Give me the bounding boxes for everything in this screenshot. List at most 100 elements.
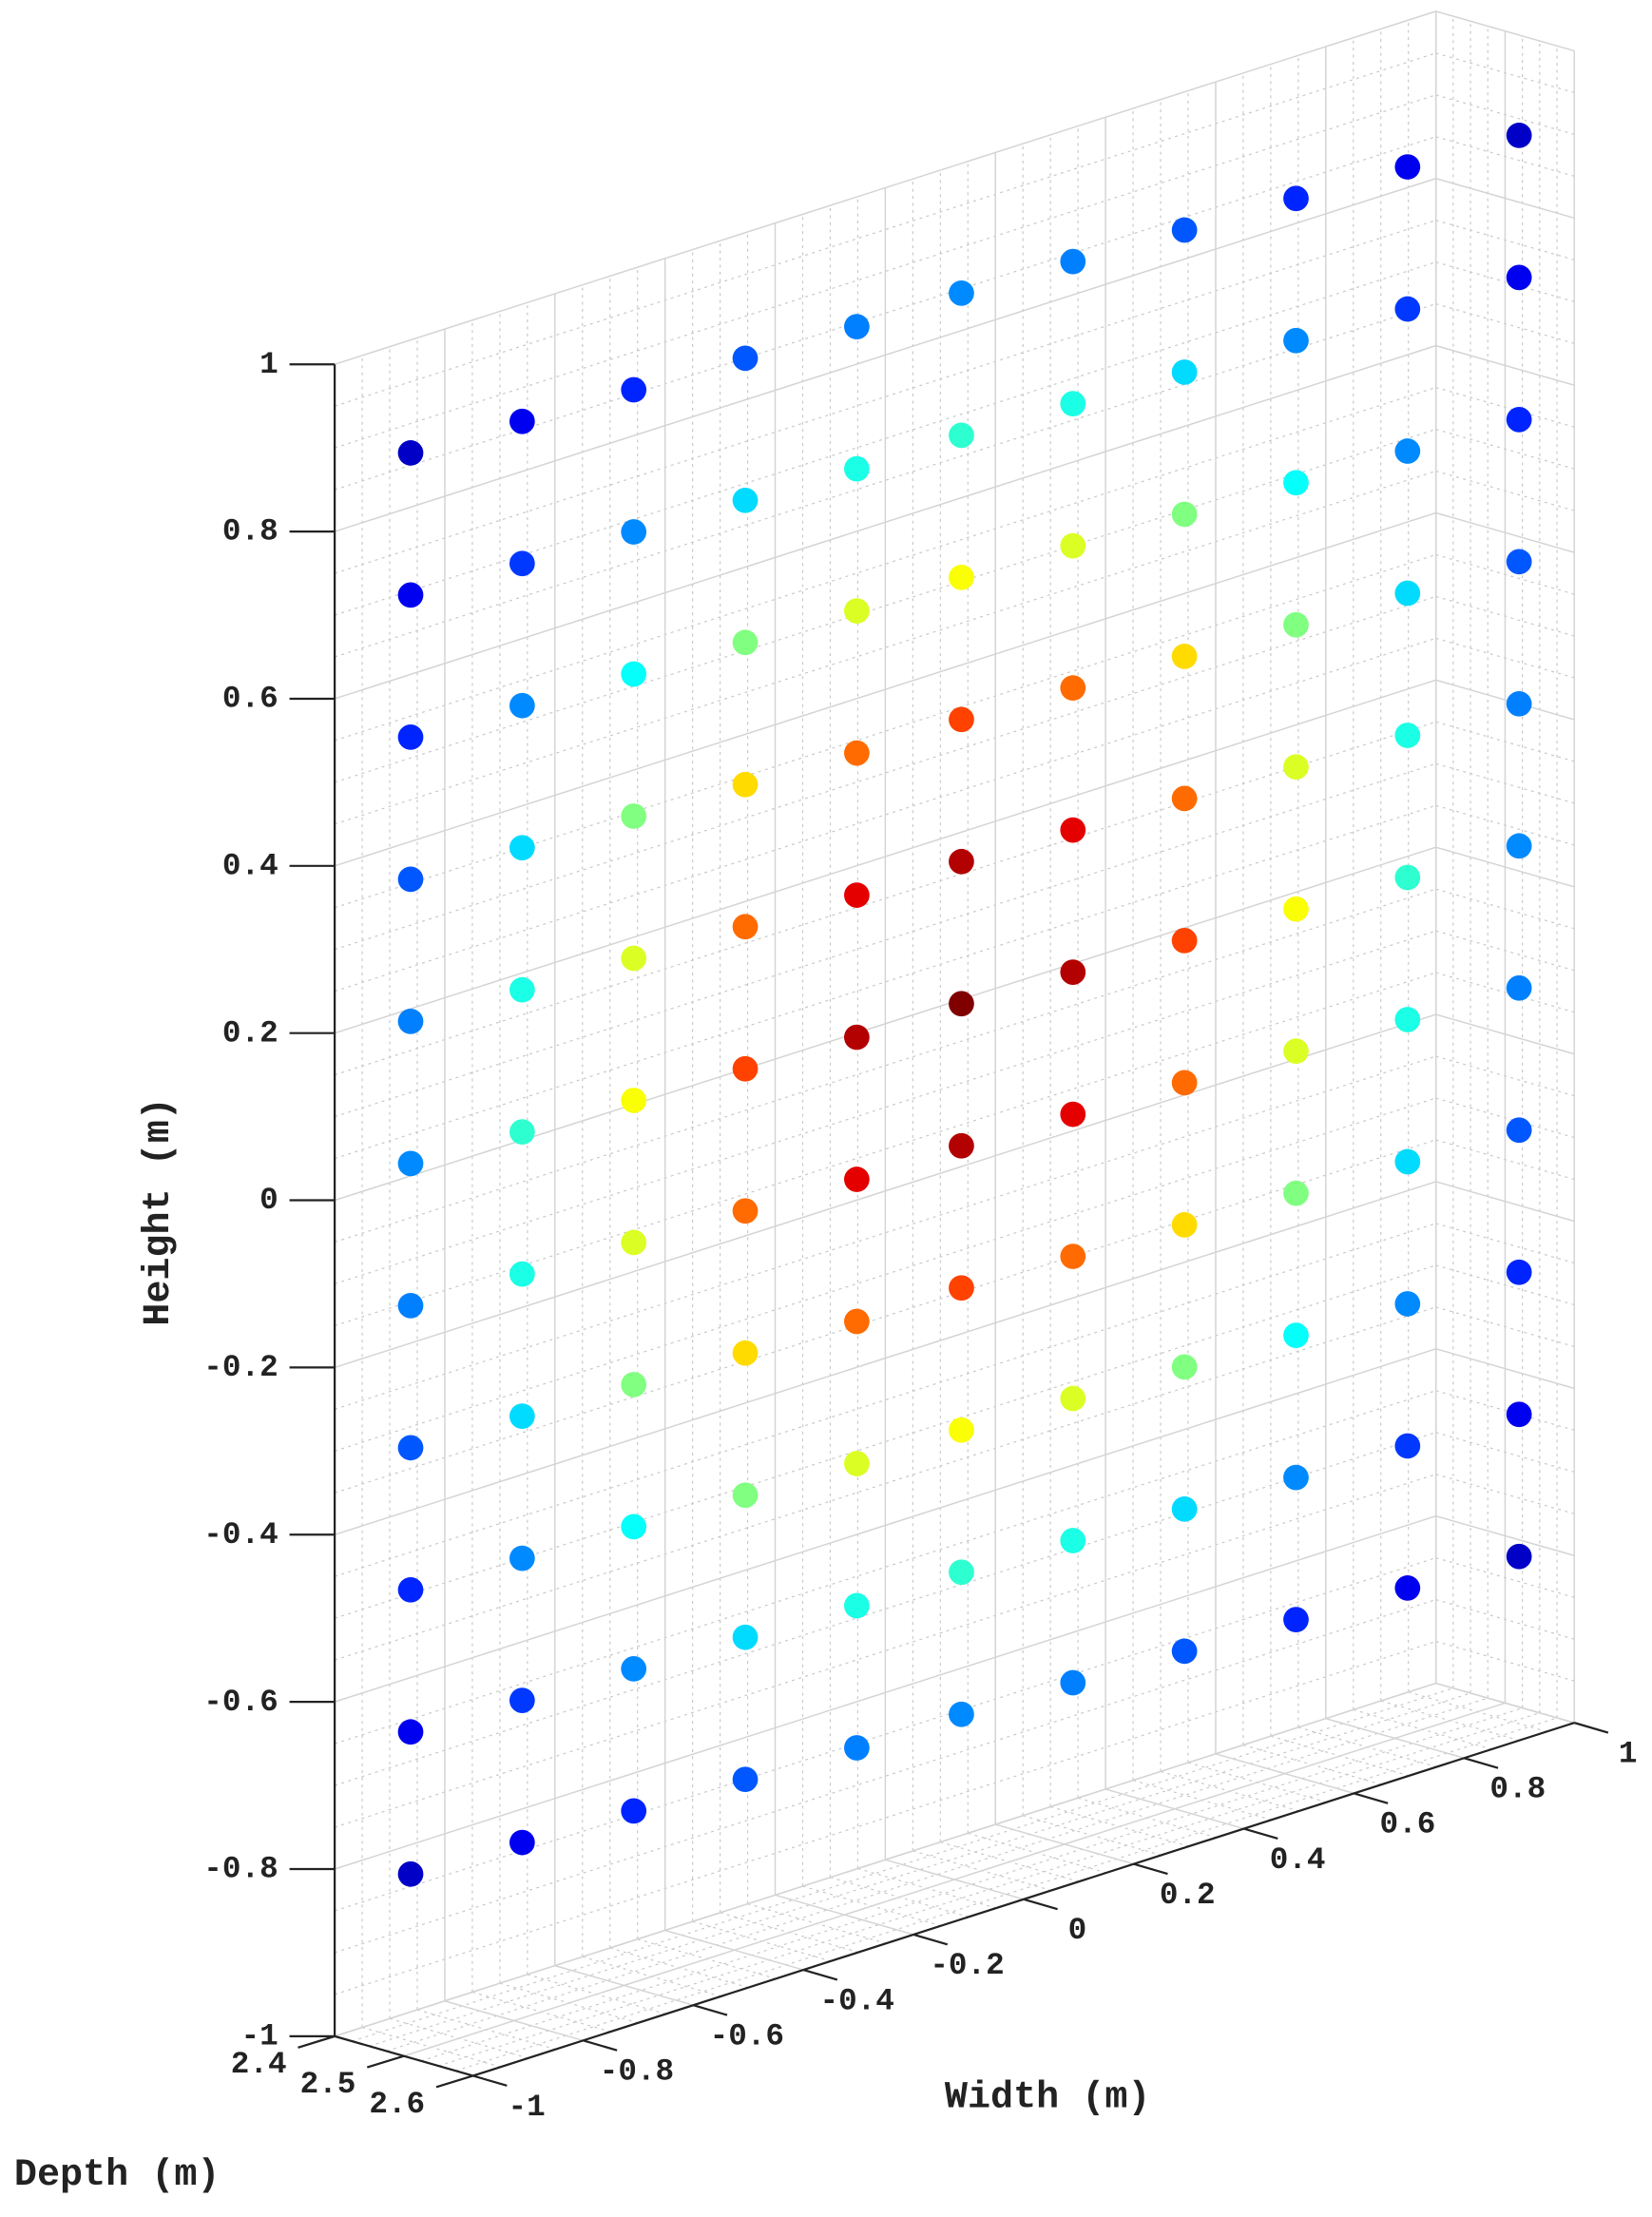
point <box>397 866 424 893</box>
point <box>1171 217 1198 243</box>
minor-grid-line <box>334 1432 1436 1786</box>
point <box>732 1055 759 1082</box>
grid-line <box>334 1514 1436 1870</box>
point <box>621 945 647 972</box>
grid-line <box>334 1348 1436 1703</box>
z-axis-label: Height (m) <box>138 1097 181 1326</box>
x-tick <box>1023 1898 1058 1911</box>
point <box>1394 1007 1421 1032</box>
minor-grid-line <box>369 1692 1471 2047</box>
point <box>1283 754 1309 781</box>
minor-grid-line <box>334 930 1436 1285</box>
point <box>1394 1575 1421 1601</box>
point <box>397 1292 424 1319</box>
z-tick-label: -0.8 <box>203 1852 278 1887</box>
minor-grid-line <box>334 1641 1436 1995</box>
z-tick-label: -0.2 <box>203 1350 278 1385</box>
point <box>949 1559 974 1586</box>
point <box>1171 644 1198 669</box>
point <box>1171 1638 1198 1665</box>
y-tick <box>298 2034 336 2049</box>
x-tick <box>912 1933 949 1946</box>
point <box>1171 501 1198 528</box>
point <box>844 1735 870 1761</box>
point <box>1171 359 1198 385</box>
point <box>621 1229 647 1256</box>
point <box>1283 470 1309 496</box>
z-tick-label: 0.4 <box>222 848 279 883</box>
minor-grid-line <box>334 1139 1436 1494</box>
point <box>844 1308 870 1335</box>
point <box>949 280 974 306</box>
point <box>732 771 759 798</box>
x-tick <box>1243 1827 1278 1840</box>
point <box>1506 549 1532 575</box>
grid-line <box>334 1181 1436 1535</box>
point <box>1394 1433 1421 1459</box>
x-tick <box>1354 1792 1389 1804</box>
point <box>1394 580 1421 607</box>
x-tick-label: 1 <box>1619 1736 1638 1771</box>
point <box>509 1261 535 1287</box>
point <box>949 1701 974 1727</box>
point <box>397 1860 424 1887</box>
point <box>949 422 974 449</box>
point <box>509 976 535 1003</box>
point <box>1506 974 1532 1001</box>
point <box>1506 264 1532 291</box>
point <box>397 1435 424 1461</box>
z-tick-label: 0 <box>259 1183 279 1218</box>
point <box>949 1417 974 1443</box>
point <box>949 1132 974 1159</box>
minor-grid-line <box>334 1474 1436 1828</box>
minor-grid-line <box>334 220 1436 574</box>
x-tick <box>1464 1757 1499 1769</box>
minor-grid-line <box>334 94 1436 449</box>
grid-line <box>334 1013 1436 1369</box>
x-tick-label: -0.6 <box>710 2019 784 2054</box>
grid-line <box>334 178 1436 532</box>
point <box>1506 1117 1532 1144</box>
point <box>397 1719 424 1745</box>
point <box>1060 1385 1086 1412</box>
x-axis-label: Width (m) <box>945 2076 1151 2119</box>
point <box>1506 1259 1532 1285</box>
z-tick-label: 0.8 <box>222 514 279 549</box>
grid-line <box>334 679 1436 1034</box>
point <box>397 1009 424 1034</box>
point <box>1283 1464 1309 1491</box>
grid-line <box>334 511 1436 867</box>
x-tick-label: -0.2 <box>930 1948 1004 1983</box>
x-tick-label: -0.8 <box>600 2054 674 2090</box>
point <box>397 1150 424 1177</box>
x-tick-label: -1 <box>509 2090 546 2125</box>
point <box>1283 1180 1309 1206</box>
point <box>509 1119 535 1146</box>
minor-grid-line <box>334 1390 1436 1745</box>
point <box>397 440 424 466</box>
point <box>1394 723 1421 748</box>
point <box>1506 406 1532 433</box>
grid-line <box>403 1702 1506 2057</box>
point <box>1394 296 1421 322</box>
point <box>621 1372 647 1398</box>
point <box>1283 896 1309 922</box>
point <box>949 1275 974 1301</box>
axes-layer: -1 -0.8 -0.6 -0.4 -0.2 0 0.2 0.4 0.6 0.8 1 -1 -0.8 -0… <box>203 347 1637 2125</box>
point <box>1171 1211 1198 1238</box>
grid-line <box>334 10 1436 365</box>
point <box>509 692 535 719</box>
minor-grid-line <box>438 1712 1541 2067</box>
point <box>621 1656 647 1682</box>
point <box>397 724 424 750</box>
point <box>1394 438 1421 464</box>
y-tick-label: 2.4 <box>231 2047 287 2082</box>
point <box>1283 611 1309 638</box>
x-tick-label: 0.8 <box>1489 1772 1546 1807</box>
point <box>732 1766 759 1793</box>
point <box>844 882 870 908</box>
point <box>732 1482 759 1509</box>
point <box>1060 248 1086 275</box>
point <box>621 1513 647 1540</box>
